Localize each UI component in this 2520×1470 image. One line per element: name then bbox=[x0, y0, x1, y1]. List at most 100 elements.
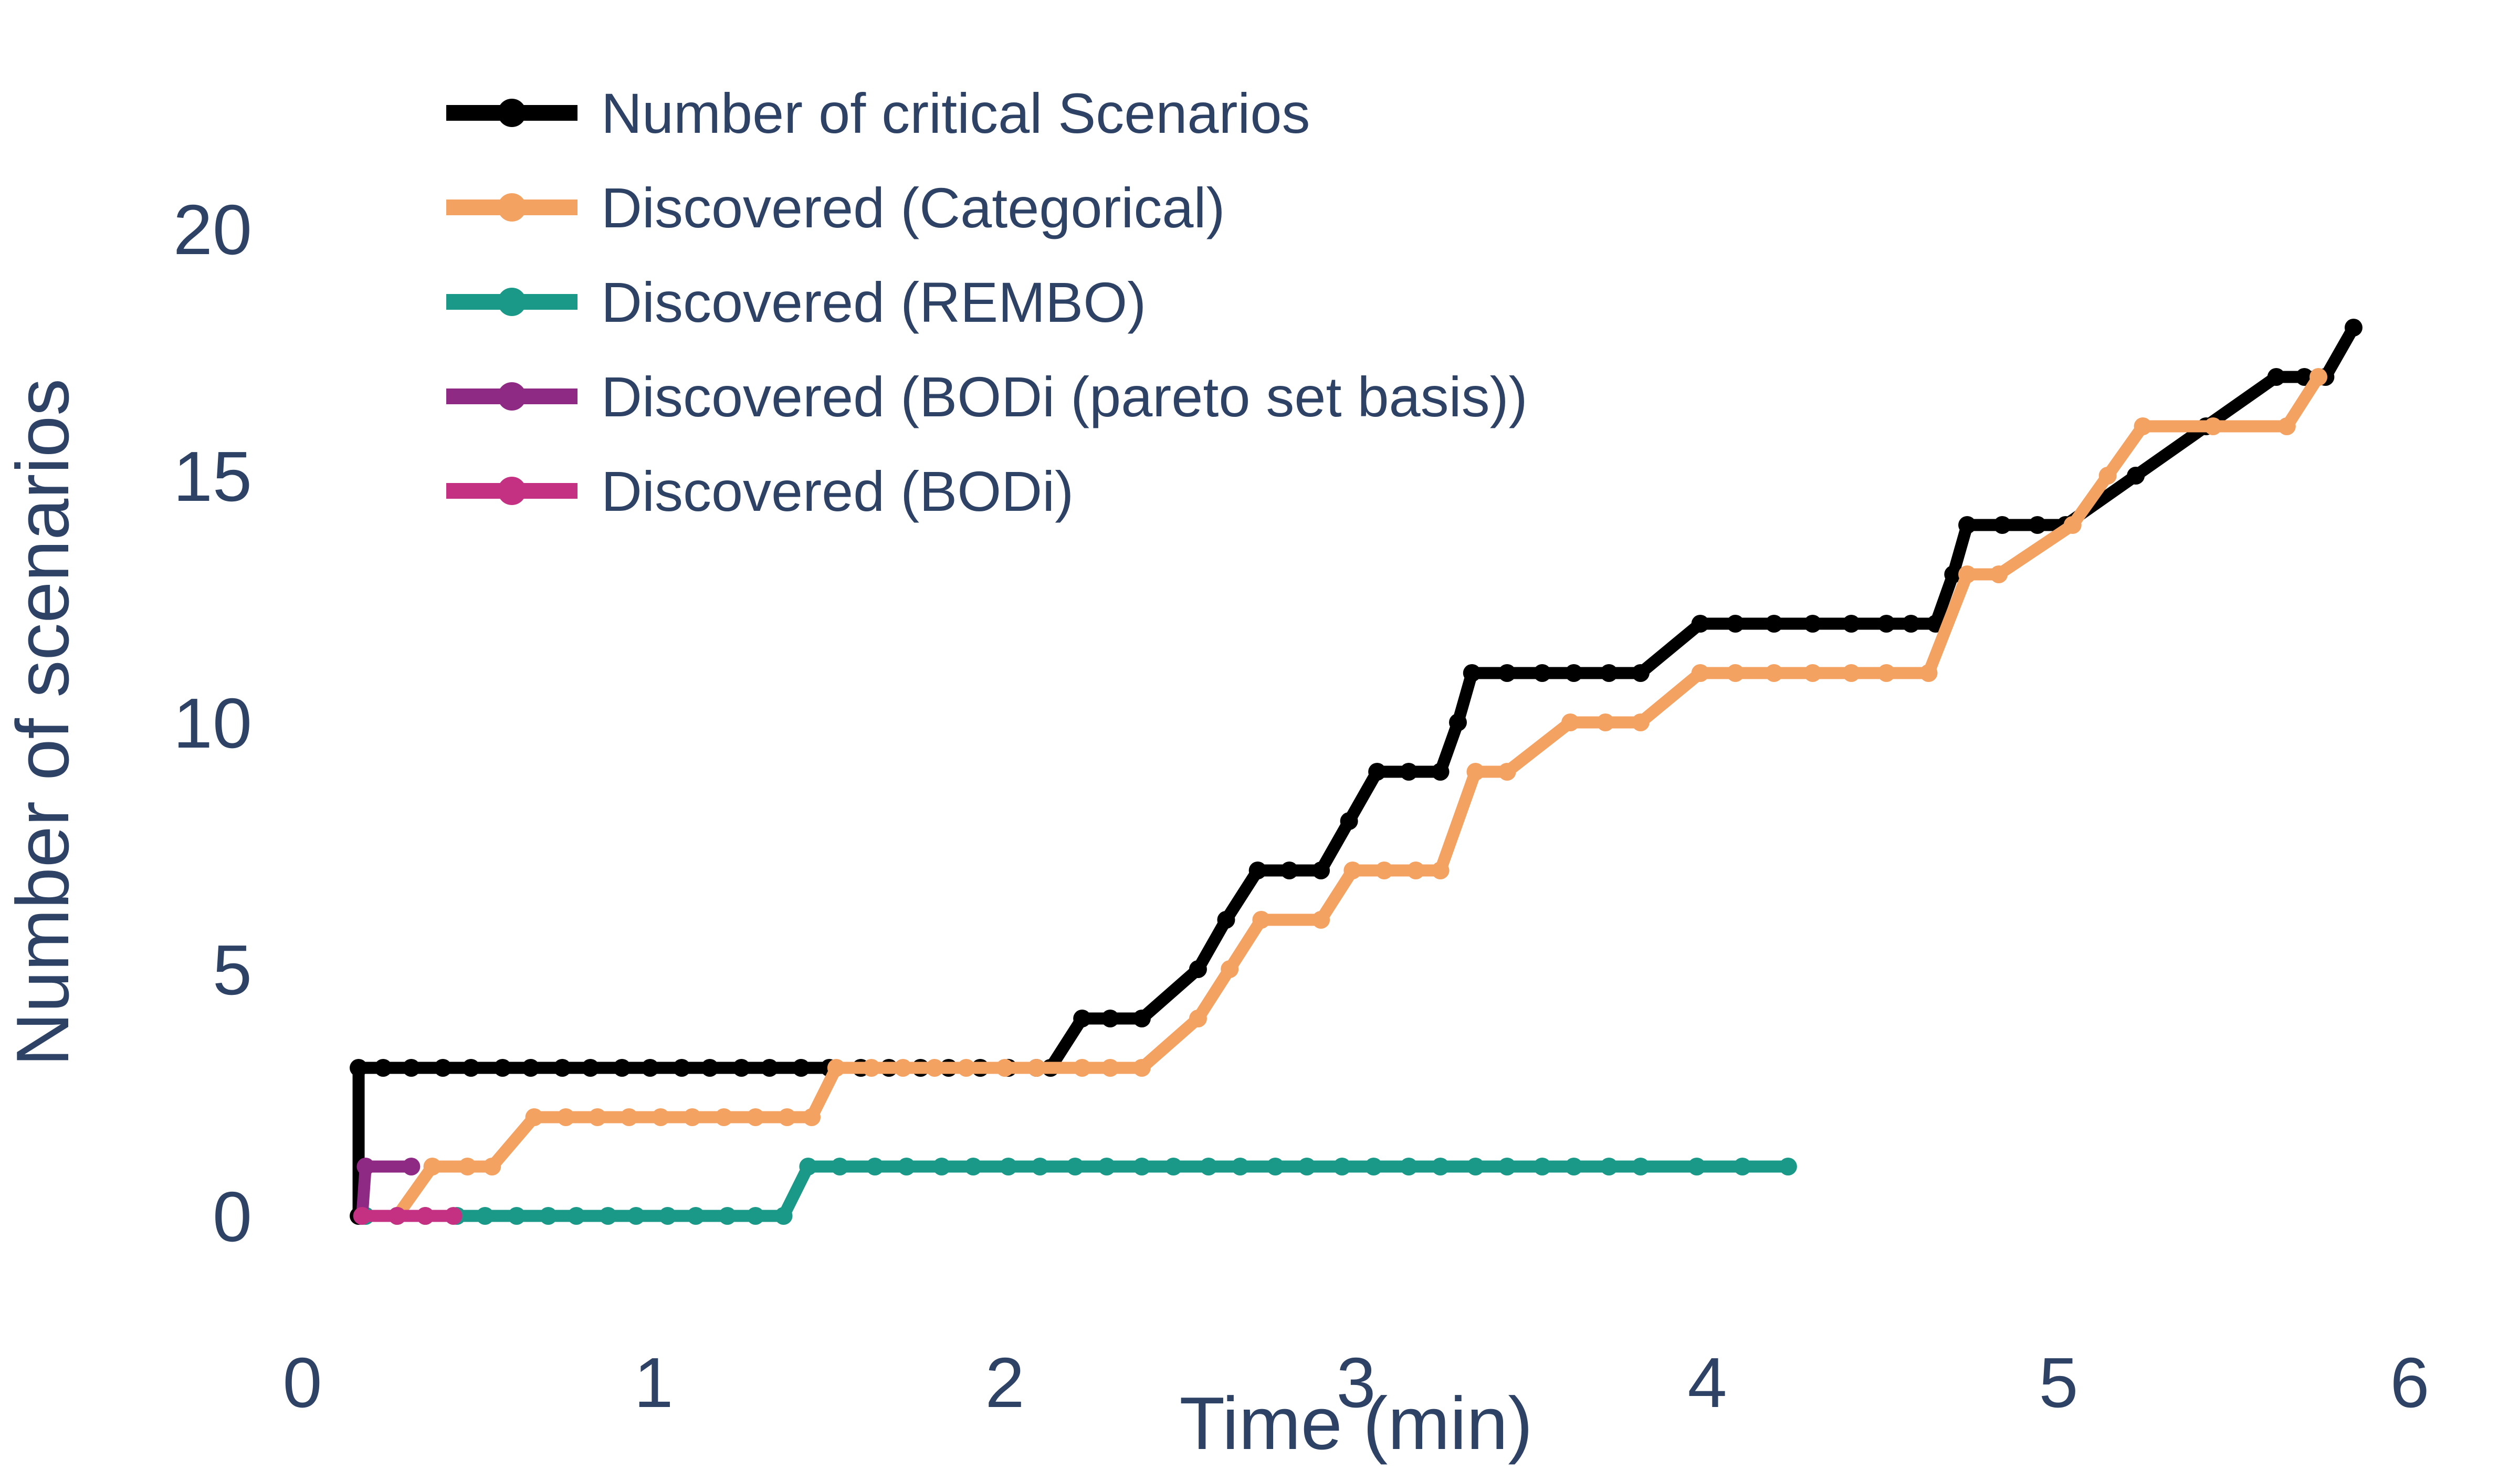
data-point bbox=[1631, 1158, 1650, 1175]
data-point bbox=[627, 1207, 645, 1225]
series-line-number-of-critical-scenarios bbox=[352, 321, 2360, 1222]
data-point bbox=[996, 1059, 1014, 1077]
legend-swatch-marker-icon bbox=[498, 193, 526, 222]
data-point bbox=[1189, 960, 1207, 978]
data-point bbox=[1333, 1158, 1351, 1175]
data-point bbox=[539, 1207, 558, 1225]
data-point bbox=[1779, 1158, 1797, 1175]
legend-item-discovered-bodi-pareto-set-basis[interactable]: Discovered (BODi (pareto set basis)) bbox=[446, 365, 1528, 428]
data-point bbox=[494, 1059, 512, 1077]
data-point bbox=[374, 1059, 392, 1077]
data-point bbox=[458, 1158, 477, 1175]
data-point bbox=[1027, 1059, 1046, 1077]
data-point bbox=[1600, 664, 1618, 682]
data-point bbox=[1098, 1158, 1116, 1175]
data-point bbox=[732, 1059, 751, 1077]
x-tick-label-5: 5 bbox=[2039, 1343, 2078, 1422]
data-point bbox=[1189, 1010, 1207, 1027]
data-point bbox=[2309, 368, 2328, 386]
data-point bbox=[1375, 862, 1393, 879]
data-point bbox=[1200, 1158, 1218, 1175]
data-point bbox=[1431, 763, 1450, 781]
data-point bbox=[1902, 615, 1920, 633]
data-point bbox=[620, 1108, 638, 1126]
data-point bbox=[1252, 911, 1270, 929]
data-point bbox=[1596, 713, 1614, 731]
data-point bbox=[1687, 1158, 1706, 1175]
data-point bbox=[2098, 467, 2117, 485]
data-point bbox=[1031, 1158, 1049, 1175]
legend-label: Discovered (Categorical) bbox=[601, 176, 1225, 239]
data-point bbox=[1958, 516, 1977, 534]
legend-swatch-marker-icon bbox=[498, 382, 526, 411]
data-point bbox=[353, 1207, 371, 1225]
data-point bbox=[1533, 664, 1551, 682]
x-axis-title: Time (min) bbox=[1179, 1382, 1532, 1465]
data-point bbox=[1877, 664, 1896, 682]
data-point bbox=[1990, 565, 2008, 583]
data-point bbox=[2127, 467, 2145, 485]
x-tick-label-6: 6 bbox=[2390, 1343, 2429, 1422]
x-tick-label-4: 4 bbox=[1687, 1343, 1727, 1422]
legend-item-number-of-critical-scenarios[interactable]: Number of critical Scenarios bbox=[446, 81, 1310, 145]
legend-item-discovered-bodi[interactable]: Discovered (BODi) bbox=[446, 459, 1074, 523]
data-point bbox=[1449, 713, 1467, 731]
data-point bbox=[588, 1108, 606, 1126]
data-point bbox=[1958, 565, 1977, 583]
data-point bbox=[1368, 763, 1387, 781]
data-point bbox=[831, 1158, 849, 1175]
data-point bbox=[1533, 1158, 1551, 1175]
data-point bbox=[1498, 763, 1516, 781]
data-point bbox=[1101, 1010, 1119, 1027]
data-point bbox=[1765, 664, 1783, 682]
data-point bbox=[747, 1207, 765, 1225]
data-point bbox=[866, 1158, 884, 1175]
data-point bbox=[932, 1158, 951, 1175]
data-point bbox=[701, 1059, 719, 1077]
data-point bbox=[1364, 1158, 1383, 1175]
legend-item-discovered-rembo[interactable]: Discovered (REMBO) bbox=[446, 270, 1146, 334]
data-point bbox=[2063, 516, 2082, 534]
data-point bbox=[476, 1207, 494, 1225]
legend-swatch-marker-icon bbox=[498, 99, 526, 127]
y-tick-label-5: 5 bbox=[213, 930, 252, 1010]
data-point bbox=[1498, 664, 1516, 682]
data-point bbox=[1280, 862, 1298, 879]
data-point bbox=[1400, 1158, 1418, 1175]
data-point bbox=[1101, 1059, 1119, 1077]
data-point bbox=[1266, 1158, 1285, 1175]
data-point bbox=[1343, 862, 1362, 879]
data-point bbox=[462, 1059, 480, 1077]
data-point bbox=[894, 1059, 912, 1077]
data-point bbox=[760, 1059, 779, 1077]
data-point bbox=[402, 1059, 421, 1077]
legend-item-discovered-categorical[interactable]: Discovered (Categorical) bbox=[446, 176, 1225, 239]
legend-swatch-marker-icon bbox=[498, 477, 526, 505]
axis-ticks-layer: 0 1 2 3 4 5 6 0 5 10 15 20 bbox=[173, 190, 2430, 1422]
data-point bbox=[641, 1059, 659, 1077]
data-point bbox=[799, 1158, 817, 1175]
data-point bbox=[1466, 1158, 1485, 1175]
data-point bbox=[897, 1158, 916, 1175]
data-point bbox=[356, 1158, 375, 1175]
data-point bbox=[774, 1207, 793, 1225]
data-point bbox=[1132, 1010, 1151, 1027]
x-tick-label-0: 0 bbox=[282, 1343, 322, 1422]
data-point bbox=[1726, 615, 1745, 633]
data-point bbox=[553, 1059, 572, 1077]
data-point bbox=[862, 1059, 880, 1077]
data-point bbox=[1691, 664, 1709, 682]
data-point bbox=[1132, 1158, 1151, 1175]
data-point bbox=[1803, 615, 1822, 633]
data-point bbox=[567, 1207, 585, 1225]
data-point bbox=[434, 1059, 452, 1077]
data-point bbox=[1561, 713, 1580, 731]
data-point bbox=[1691, 615, 1709, 633]
data-point bbox=[1600, 1158, 1618, 1175]
data-point bbox=[2267, 368, 2285, 386]
data-point bbox=[999, 1158, 1017, 1175]
data-point bbox=[2134, 417, 2152, 435]
data-point bbox=[1842, 664, 1861, 682]
data-point bbox=[1406, 862, 1425, 879]
data-point bbox=[687, 1207, 705, 1225]
